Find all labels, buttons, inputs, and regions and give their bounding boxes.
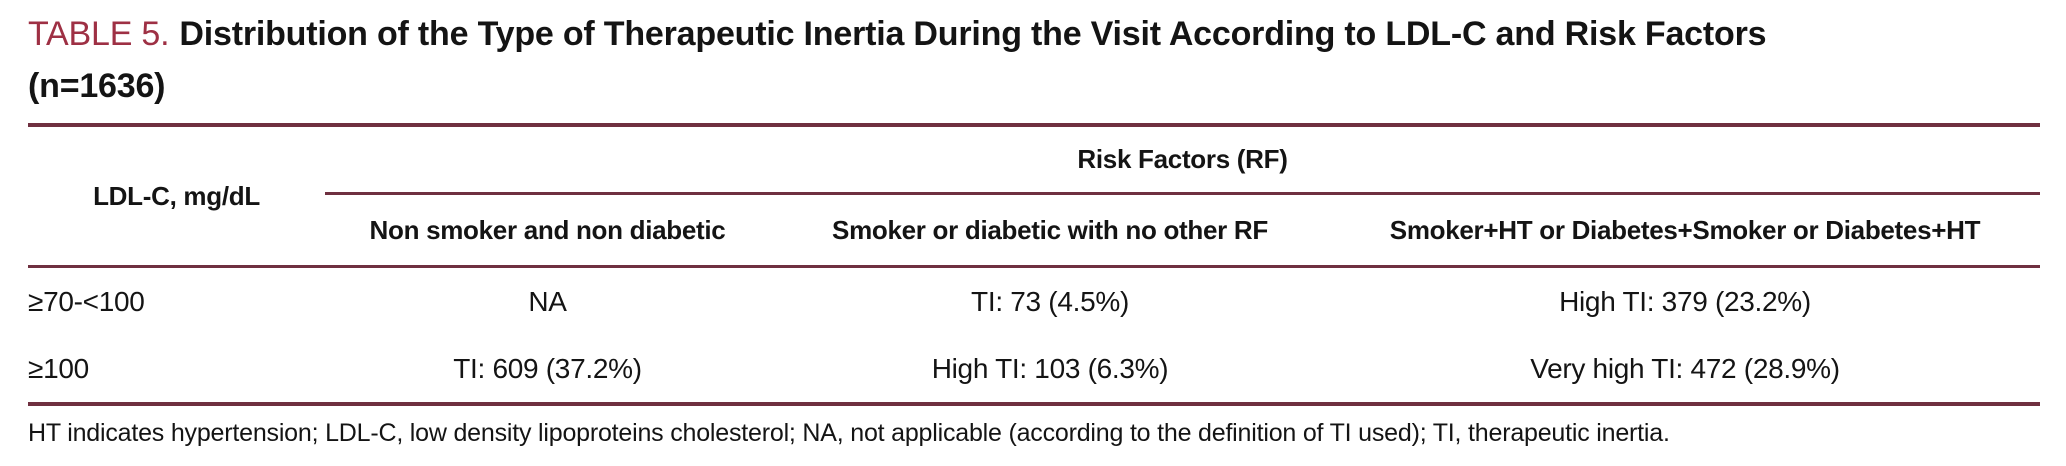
table-title-text: Distribution of the Type of Therapeutic … xyxy=(179,15,1767,53)
col-header-non-smoker-non-diabetic: Non smoker and non diabetic xyxy=(369,214,726,245)
header-bottom-rule xyxy=(28,265,2040,268)
group-header-risk-factors: Risk Factors (RF) xyxy=(325,127,2040,195)
table-cell: High TI: 103 (6.3%) xyxy=(931,352,1169,384)
table-cell: TI: 73 (4.5%) xyxy=(971,285,1129,317)
table-caption: TABLE 5. Distribution of the Type of Ther… xyxy=(28,8,2040,112)
table-cell: TI: 609 (37.2%) xyxy=(453,352,642,384)
table-body: ≥70-<100 NA TI: 73 (4.5%) High TI: 379 (… xyxy=(28,268,2040,402)
table-cell: Very high TI: 472 (28.9%) xyxy=(1530,352,1840,384)
table-caption-line1: TABLE 5. Distribution of the Type of Ther… xyxy=(28,8,2040,60)
col-header-smoker-or-diabetic: Smoker or diabetic with no other RF xyxy=(832,214,1268,245)
row-label-ldl-70-100: ≥70-<100 xyxy=(28,285,145,317)
abbreviations-footnote: HT indicates hypertension; LDL-C, low de… xyxy=(28,419,1670,447)
table-cell: High TI: 379 (23.2%) xyxy=(1559,285,1811,317)
table-number-label: TABLE 5. xyxy=(28,15,170,53)
table-cell: NA xyxy=(528,285,567,317)
row-label-ldl-100: ≥100 xyxy=(28,352,89,384)
col-header-ldl-c: LDL-C, mg/dL xyxy=(93,180,260,211)
table-sample-size: (n=1636) xyxy=(28,67,166,105)
table-bottom-rule xyxy=(28,402,2040,406)
col-header-smoker-ht-diabetes: Smoker+HT or Diabetes+Smoker or Diabetes… xyxy=(1389,214,1981,245)
table-top-rule xyxy=(28,123,2040,127)
table-header: LDL-C, mg/dL Risk Factors (RF) Non smoke… xyxy=(28,127,2040,265)
